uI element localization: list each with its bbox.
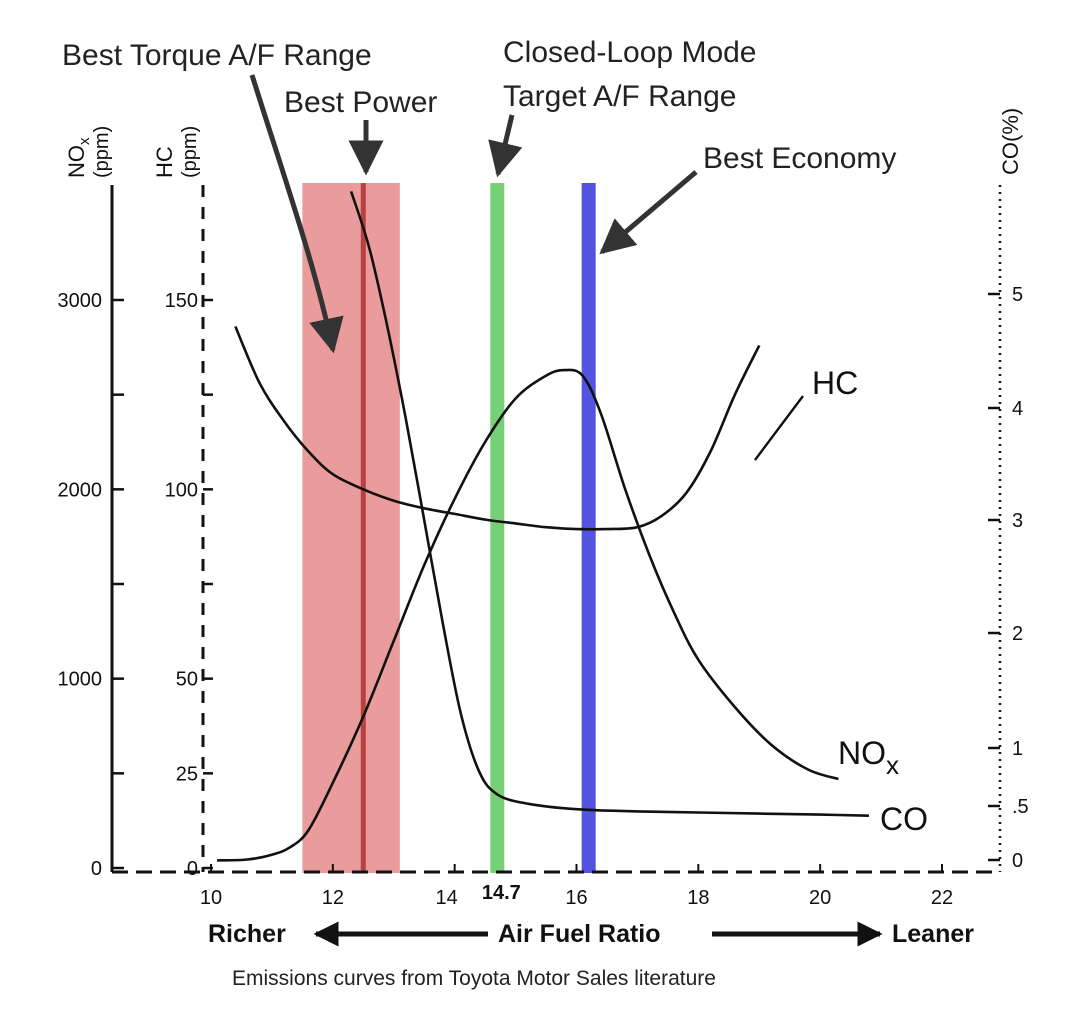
best-economy-arrow: [599, 170, 698, 255]
x-tick-label: 14.7: [482, 882, 521, 904]
nox-subscript: x: [76, 137, 93, 145]
x-tick-label: 20: [809, 887, 831, 909]
hc-tick-label: 50: [176, 669, 198, 691]
co-axis-title: CO(%): [998, 108, 1023, 175]
best-economy-label: Best Economy: [703, 142, 896, 175]
best-economy-band: [581, 183, 596, 873]
hc-label-leader: [754, 395, 804, 461]
closed-loop-arrow: [488, 114, 523, 178]
nox-curve: [217, 368, 839, 862]
hc-curve-label: HC: [812, 365, 858, 401]
svg-text:(ppm): (ppm): [91, 126, 113, 178]
x-tick-label: 12: [322, 887, 344, 909]
nox-axis-title: NOx (ppm): [64, 126, 113, 178]
closed-loop-label-1: Closed-Loop Mode: [503, 36, 757, 69]
hc-tick-label: 150: [165, 290, 198, 312]
co-tick-label: 2: [1012, 623, 1023, 645]
x-tick-label: 16: [565, 887, 587, 909]
nox-tick-label: 1000: [58, 669, 103, 691]
nox-tick-label: 3000: [58, 290, 103, 312]
leaner-label: Leaner: [892, 920, 974, 948]
emission-curves: [217, 190, 869, 862]
svg-text:CO(%): CO(%): [998, 108, 1023, 175]
x-tick-label: 22: [931, 887, 953, 909]
co-tick-label: 4: [1012, 398, 1023, 420]
co-tick-label: 0: [1012, 850, 1023, 872]
best-torque-arrow: [249, 74, 344, 354]
closed-loop-label-2: Target A/F Range: [503, 80, 736, 113]
nox-curve-label: NOx: [838, 735, 899, 780]
co-tick-label: 1: [1012, 738, 1023, 760]
x-tick-label: 10: [200, 887, 222, 909]
richer-label: Richer: [208, 920, 286, 948]
svg-text:NOx: NOx: [64, 137, 93, 178]
best-power-label: Best Power: [284, 86, 437, 119]
nox-tick-label: 2000: [58, 479, 103, 501]
x-axis-title: Air Fuel Ratio: [498, 920, 661, 948]
co-tick-label: .5: [1012, 796, 1029, 818]
best-power-line: [360, 183, 366, 873]
closed-loop-band: [490, 183, 505, 873]
svg-text:(ppm): (ppm): [179, 126, 201, 178]
nox-tick-label: 0: [91, 858, 102, 880]
hc-tick-label: 0: [187, 858, 198, 880]
co-curve: [349, 190, 869, 817]
hc-tick-label: 25: [176, 763, 198, 785]
svg-text:HC: HC: [152, 146, 177, 178]
hc-curve: [234, 325, 761, 531]
best-torque-label: Best Torque A/F Range: [62, 39, 372, 72]
highlight-bands: [302, 183, 596, 873]
co-tick-label: 5: [1012, 284, 1023, 306]
hc-tick-label: 100: [165, 479, 198, 501]
x-tick-label: 18: [687, 887, 709, 909]
hc-axis-title: HC (ppm): [152, 126, 201, 178]
co-curve-label: CO: [880, 801, 928, 837]
co-tick-label: 3: [1012, 510, 1023, 532]
nox-curve-subscript: x: [886, 750, 899, 780]
chart-caption: Emissions curves from Toyota Motor Sales…: [232, 967, 716, 990]
x-tick-label: 14: [436, 887, 458, 909]
